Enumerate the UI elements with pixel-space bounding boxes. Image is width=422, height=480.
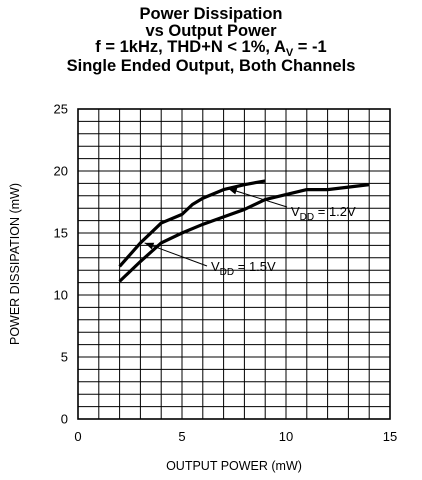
y-tick-label: 0 — [61, 412, 68, 427]
title-line-1: Power Dissipation — [139, 5, 283, 23]
series-line-1 — [118, 183, 370, 283]
plot-frame — [77, 108, 391, 420]
title-line-2: vs Output Power — [145, 21, 277, 40]
series-annotations: VDD = 1.2V VDD = 1.5V — [144, 187, 356, 278]
x-tick-label: 15 — [383, 429, 397, 444]
series-label-1: VDD = 1.5V — [211, 259, 276, 278]
y-tick-label: 20 — [54, 164, 68, 179]
y-tick-label: 5 — [61, 350, 68, 365]
title-line-3-suffix: = -1 — [293, 38, 327, 56]
annotation-leader-0 — [227, 187, 288, 208]
y-tick-label: 15 — [54, 226, 68, 241]
data-series — [118, 179, 370, 283]
chart-title: Power Dissipation vs Output Power f = 1k… — [0, 6, 422, 74]
title-line-3-subscript: V — [285, 47, 294, 59]
grid-lines — [77, 108, 391, 420]
tick-labels: 0 5 10 15 0 5 10 15 20 25 — [54, 102, 398, 445]
series-label-0: VDD = 1.2V — [291, 204, 356, 223]
y-tick-label: 10 — [54, 288, 68, 303]
x-tick-label: 10 — [279, 429, 293, 444]
x-tick-label: 5 — [178, 429, 185, 444]
title-line-3-text: f = 1kHz, THD+N < 1%, A — [95, 38, 286, 56]
annotation-leader-1 — [144, 242, 208, 267]
title-line-3: f = 1kHz, THD+N < 1%, AV = -1 — [0, 38, 422, 59]
series-line-0 — [118, 179, 266, 268]
y-tick-label: 25 — [54, 102, 68, 117]
x-tick-label: 0 — [74, 429, 81, 444]
x-axis-label: OUTPUT POWER (mW) — [166, 459, 302, 473]
annotation-arrowhead-1 — [144, 242, 155, 250]
annotation-arrowhead-0 — [227, 187, 238, 195]
title-line-4: Single Ended Output, Both Channels — [66, 56, 356, 75]
y-axis-label: POWER DISSIPATION (mW) — [8, 183, 22, 345]
